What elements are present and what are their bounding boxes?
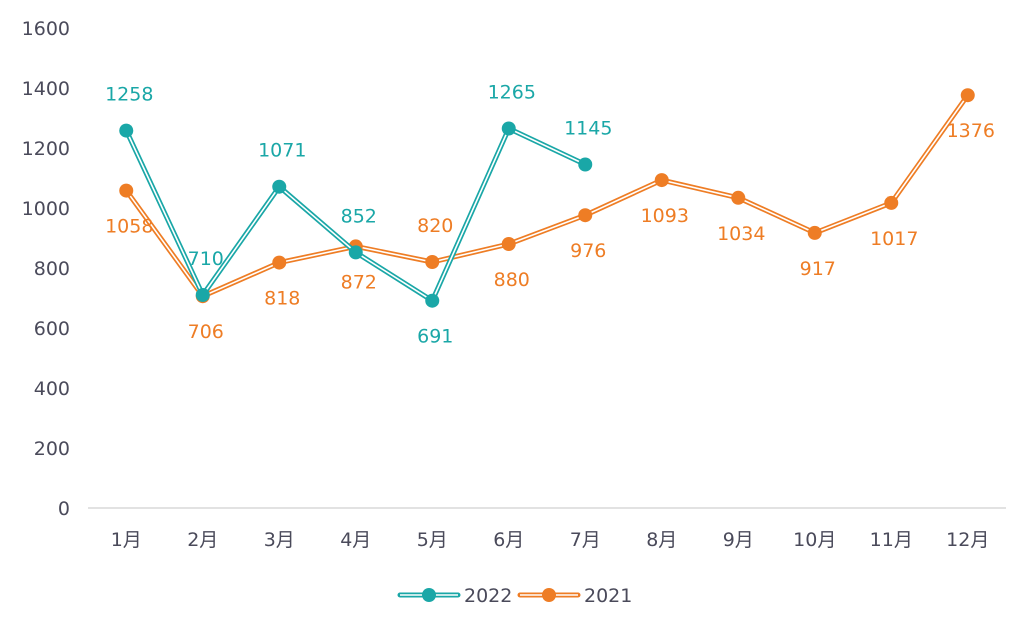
series-line-2021 (123, 92, 971, 299)
data-point-2022 (195, 288, 210, 302)
x-tick-label: 4月 (340, 529, 371, 551)
data-point-2021 (272, 255, 287, 270)
data-label-2021: 1034 (717, 223, 765, 245)
x-tick-label: 11月 (870, 529, 913, 551)
data-point-2022 (348, 245, 363, 260)
data-point-2021 (578, 208, 593, 223)
legend-label: 2021 (584, 585, 632, 607)
data-label-2022: 1071 (258, 140, 306, 162)
data-labels: 1058 706 818 872 820 880 976 1093 1034 917 1017 137… (105, 82, 995, 348)
data-point-2022 (501, 121, 516, 136)
data-label-2022: 1258 (105, 84, 153, 106)
data-label-2021: 880 (494, 269, 530, 291)
y-tick-label: 400 (34, 378, 70, 400)
data-label-2021: 1093 (641, 205, 689, 227)
x-tick-label: 10月 (793, 529, 836, 551)
data-point-2021 (119, 183, 134, 198)
data-label-2022: 852 (341, 205, 377, 227)
y-tick-label: 1200 (22, 138, 70, 160)
data-point-2021 (654, 173, 669, 188)
y-axis: 0 200 400 600 800 1000 1200 1400 1600 (22, 18, 70, 520)
data-point-2022 (272, 179, 287, 194)
y-tick-label: 1000 (22, 198, 70, 220)
legend-swatch-marker (542, 588, 556, 602)
legend-swatch-marker (422, 588, 436, 602)
data-label-2021: 976 (570, 240, 606, 262)
data-label-2021: 1058 (105, 216, 153, 238)
data-point-2022 (119, 123, 134, 138)
data-point-2022 (578, 157, 593, 172)
x-tick-label: 2月 (187, 529, 218, 551)
data-label-2022: 710 (188, 248, 224, 270)
data-label-2022: 691 (417, 326, 453, 348)
data-point-2021 (884, 195, 899, 210)
data-label-2021: 917 (800, 258, 836, 280)
x-tick-label: 8月 (646, 529, 677, 551)
y-tick-label: 800 (34, 258, 70, 280)
x-tick-label: 9月 (723, 529, 754, 551)
x-tick-label: 7月 (570, 529, 601, 551)
data-label-2021: 818 (264, 288, 300, 310)
series-layer (119, 88, 975, 308)
y-tick-label: 1400 (22, 78, 70, 100)
y-tick-label: 200 (34, 438, 70, 460)
series-line-core-2021 (125, 94, 969, 297)
x-tick-label: 6月 (493, 529, 524, 551)
data-point-2021 (501, 237, 516, 251)
data-label-2021: 872 (341, 271, 377, 293)
y-tick-label: 600 (34, 318, 70, 340)
data-label-2021: 820 (417, 215, 453, 237)
x-tick-label: 3月 (264, 529, 295, 551)
legend-label: 2022 (464, 585, 512, 607)
legend: 2022 2021 (397, 585, 632, 607)
data-label-2021: 1017 (870, 228, 918, 250)
data-point-2021 (425, 255, 440, 269)
data-point-2021 (960, 88, 975, 103)
x-tick-label: 1月 (111, 529, 142, 551)
data-label-2022: 1145 (564, 118, 612, 140)
x-tick-label: 12月 (946, 529, 989, 551)
data-label-2021: 1376 (947, 120, 995, 142)
x-axis: 1月 2月 3月 4月 5月 6月 7月 8月 9月 10月 11月 12月 (88, 507, 1006, 551)
x-tick-label: 5月 (417, 529, 448, 551)
data-label-2022: 1265 (488, 82, 536, 104)
y-tick-label: 0 (58, 498, 70, 520)
data-point-2022 (425, 293, 440, 308)
data-point-2021 (807, 225, 822, 240)
data-label-2021: 706 (188, 321, 224, 343)
data-point-2021 (731, 190, 746, 205)
y-tick-label: 1600 (22, 18, 70, 40)
